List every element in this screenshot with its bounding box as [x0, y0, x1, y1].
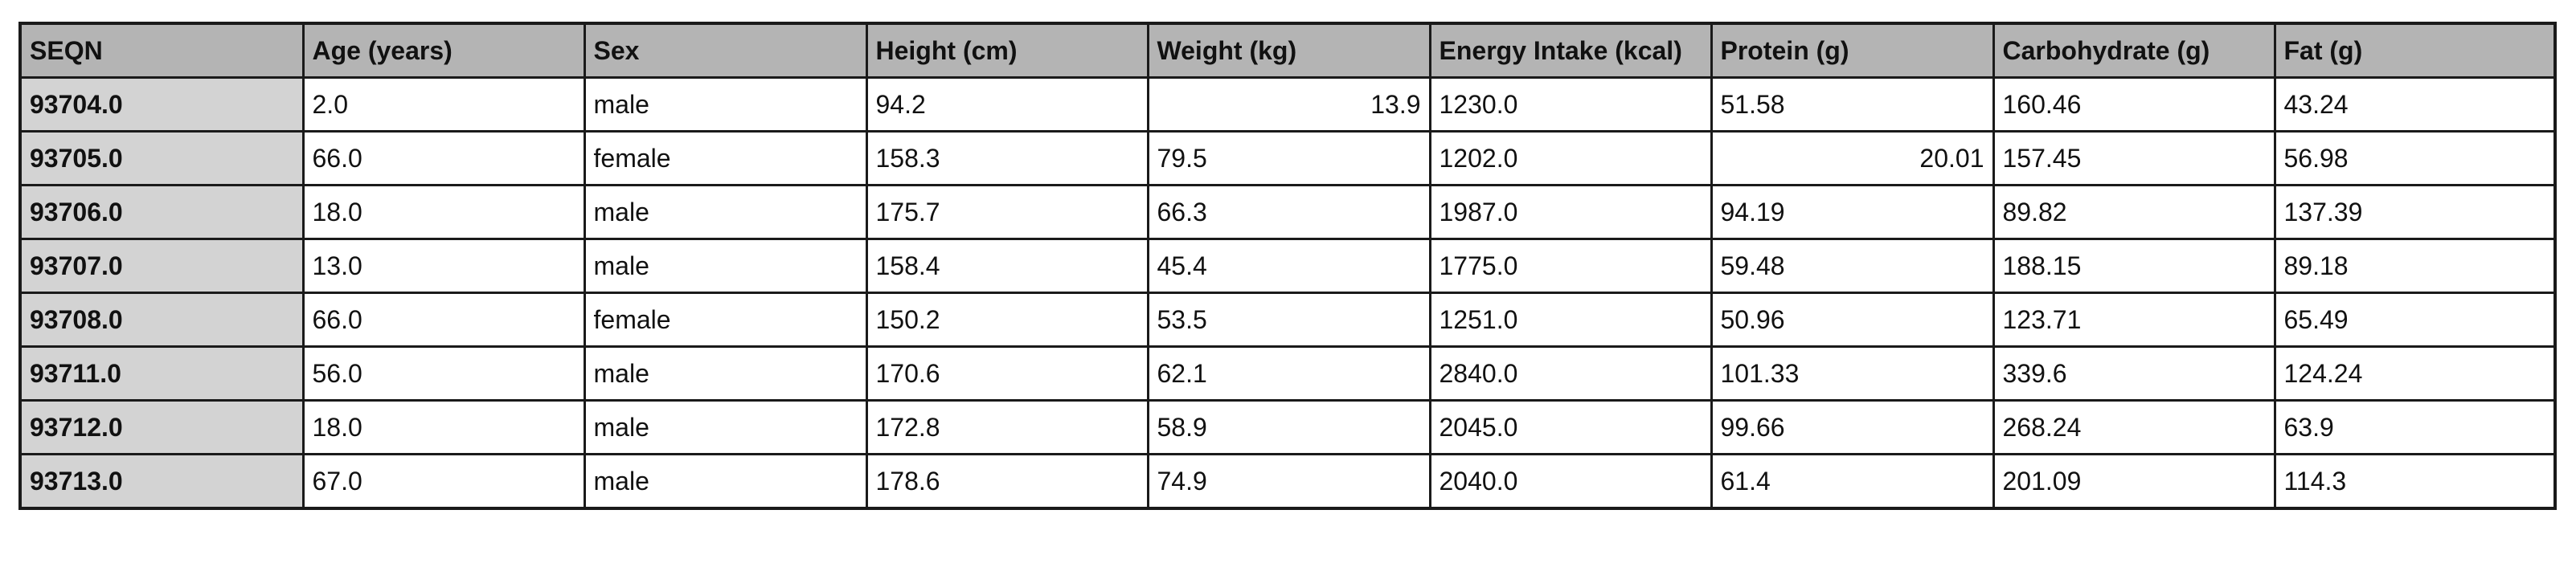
cell-weight: 45.4	[1146, 238, 1431, 294]
cell-protein: 61.4	[1710, 453, 1995, 510]
cell-protein: 99.66	[1710, 399, 1995, 455]
cell-sex: male	[583, 238, 868, 294]
cell-carbohydrate: 201.09	[1992, 453, 2276, 510]
table-row: 93713.0 67.0 male 178.6 74.9 2040.0 61.4…	[18, 453, 2557, 510]
column-header-carbohydrate: Carbohydrate (g)	[1992, 22, 2276, 79]
row-header-seqn: 93705.0	[18, 130, 305, 186]
cell-carbohydrate: 157.45	[1992, 130, 2276, 186]
cell-height: 158.4	[865, 238, 1149, 294]
table-row: 93708.0 66.0 female 150.2 53.5 1251.0 50…	[18, 292, 2557, 348]
cell-height: 150.2	[865, 292, 1149, 348]
header-row: SEQN Age (years) Sex Height (cm) Weight …	[18, 22, 2557, 79]
cell-energy-intake: 1230.0	[1428, 76, 1713, 133]
table-row: 93712.0 18.0 male 172.8 58.9 2045.0 99.6…	[18, 399, 2557, 455]
table-row: 93706.0 18.0 male 175.7 66.3 1987.0 94.1…	[18, 184, 2557, 240]
cell-height: 172.8	[865, 399, 1149, 455]
cell-weight: 13.9	[1146, 76, 1431, 133]
cell-weight: 58.9	[1146, 399, 1431, 455]
cell-fat: 43.24	[2273, 76, 2557, 133]
column-header-protein: Protein (g)	[1710, 22, 1995, 79]
column-header-fat: Fat (g)	[2273, 22, 2557, 79]
cell-carbohydrate: 123.71	[1992, 292, 2276, 348]
cell-carbohydrate: 160.46	[1992, 76, 2276, 133]
cell-sex: male	[583, 345, 868, 402]
row-header-seqn: 93713.0	[18, 453, 305, 510]
cell-energy-intake: 2045.0	[1428, 399, 1713, 455]
cell-sex: male	[583, 453, 868, 510]
cell-carbohydrate: 268.24	[1992, 399, 2276, 455]
cell-protein: 51.58	[1710, 76, 1995, 133]
cell-age: 2.0	[301, 76, 586, 133]
cell-fat: 114.3	[2273, 453, 2557, 510]
column-header-sex: Sex	[583, 22, 868, 79]
column-header-weight: Weight (kg)	[1146, 22, 1431, 79]
row-header-seqn: 93707.0	[18, 238, 305, 294]
cell-carbohydrate: 89.82	[1992, 184, 2276, 240]
row-header-seqn: 93712.0	[18, 399, 305, 455]
column-header-energy-intake: Energy Intake (kcal)	[1428, 22, 1713, 79]
cell-weight: 66.3	[1146, 184, 1431, 240]
cell-age: 66.0	[301, 130, 586, 186]
cell-sex: male	[583, 76, 868, 133]
table-row: 93705.0 66.0 female 158.3 79.5 1202.0 20…	[18, 130, 2557, 186]
cell-age: 13.0	[301, 238, 586, 294]
cell-height: 175.7	[865, 184, 1149, 240]
column-header-seqn: SEQN	[18, 22, 305, 79]
cell-fat: 137.39	[2273, 184, 2557, 240]
cell-age: 56.0	[301, 345, 586, 402]
cell-age: 67.0	[301, 453, 586, 510]
cell-carbohydrate: 188.15	[1992, 238, 2276, 294]
table-header: SEQN Age (years) Sex Height (cm) Weight …	[18, 22, 2557, 79]
cell-energy-intake: 1775.0	[1428, 238, 1713, 294]
cell-fat: 65.49	[2273, 292, 2557, 348]
cell-protein: 94.19	[1710, 184, 1995, 240]
cell-protein: 50.96	[1710, 292, 1995, 348]
cell-carbohydrate: 339.6	[1992, 345, 2276, 402]
cell-weight: 79.5	[1146, 130, 1431, 186]
cell-energy-intake: 2040.0	[1428, 453, 1713, 510]
cell-fat: 56.98	[2273, 130, 2557, 186]
cell-height: 158.3	[865, 130, 1149, 186]
row-header-seqn: 93708.0	[18, 292, 305, 348]
row-header-seqn: 93711.0	[18, 345, 305, 402]
cell-energy-intake: 1251.0	[1428, 292, 1713, 348]
data-table: SEQN Age (years) Sex Height (cm) Weight …	[18, 22, 2557, 510]
cell-height: 178.6	[865, 453, 1149, 510]
cell-height: 170.6	[865, 345, 1149, 402]
cell-sex: female	[583, 292, 868, 348]
cell-sex: female	[583, 130, 868, 186]
cell-protein: 101.33	[1710, 345, 1995, 402]
cell-fat: 63.9	[2273, 399, 2557, 455]
cell-age: 66.0	[301, 292, 586, 348]
cell-protein: 59.48	[1710, 238, 1995, 294]
cell-energy-intake: 2840.0	[1428, 345, 1713, 402]
cell-age: 18.0	[301, 399, 586, 455]
row-header-seqn: 93706.0	[18, 184, 305, 240]
cell-weight: 53.5	[1146, 292, 1431, 348]
cell-fat: 124.24	[2273, 345, 2557, 402]
table-body: 93704.0 2.0 male 94.2 13.9 1230.0 51.58 …	[18, 76, 2557, 510]
cell-fat: 89.18	[2273, 238, 2557, 294]
cell-energy-intake: 1202.0	[1428, 130, 1713, 186]
table-row: 93707.0 13.0 male 158.4 45.4 1775.0 59.4…	[18, 238, 2557, 294]
cell-sex: male	[583, 184, 868, 240]
row-header-seqn: 93704.0	[18, 76, 305, 133]
table-row: 93711.0 56.0 male 170.6 62.1 2840.0 101.…	[18, 345, 2557, 402]
column-header-height: Height (cm)	[865, 22, 1149, 79]
column-header-age: Age (years)	[301, 22, 586, 79]
cell-weight: 74.9	[1146, 453, 1431, 510]
cell-age: 18.0	[301, 184, 586, 240]
cell-weight: 62.1	[1146, 345, 1431, 402]
cell-protein: 20.01	[1710, 130, 1995, 186]
cell-sex: male	[583, 399, 868, 455]
table-row: 93704.0 2.0 male 94.2 13.9 1230.0 51.58 …	[18, 76, 2557, 133]
cell-energy-intake: 1987.0	[1428, 184, 1713, 240]
cell-height: 94.2	[865, 76, 1149, 133]
